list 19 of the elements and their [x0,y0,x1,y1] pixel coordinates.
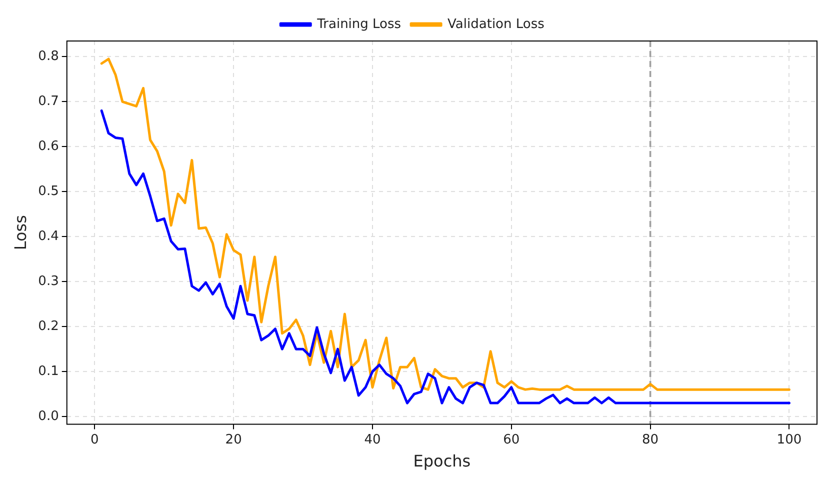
x-tick-label: 60 [503,432,520,448]
y-tick-label: 0.4 [38,229,59,244]
y-tick-label: 0.7 [38,94,59,110]
y-tick-label: 0.8 [38,49,59,64]
legend-label: Validation Loss [448,16,545,32]
y-tick-label: 0.6 [38,139,59,154]
y-tick-label: 0.3 [38,274,59,289]
legend-label: Training Loss [316,16,402,32]
y-tick-label: 0.5 [38,184,59,200]
y-tick-label: 0.0 [38,408,59,424]
x-tick-label: 20 [225,432,242,448]
y-axis-title: Loss [10,215,30,250]
x-tick-label: 40 [364,432,381,448]
y-tick-label: 0.1 [38,364,59,379]
x-axis-title: Epochs [413,452,471,471]
x-tick-label: 0 [90,432,99,448]
y-tick-label: 0.2 [38,318,59,334]
x-tick-label: 100 [776,432,802,448]
x-tick-label: 80 [642,432,659,448]
